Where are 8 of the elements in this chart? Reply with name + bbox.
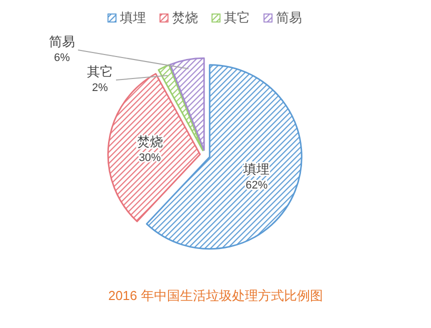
legend-label: 焚烧: [172, 10, 198, 25]
legend-label: 简易: [276, 10, 302, 25]
text: 2016 年中国生活垃圾处理方式比例图: [108, 288, 323, 303]
slice-label: 简易: [49, 34, 75, 49]
data-label: 6%: [54, 52, 70, 64]
data-label: 2%: [92, 82, 108, 94]
legend-label: 其它: [224, 10, 250, 25]
legend-label: 填埋: [119, 10, 146, 25]
